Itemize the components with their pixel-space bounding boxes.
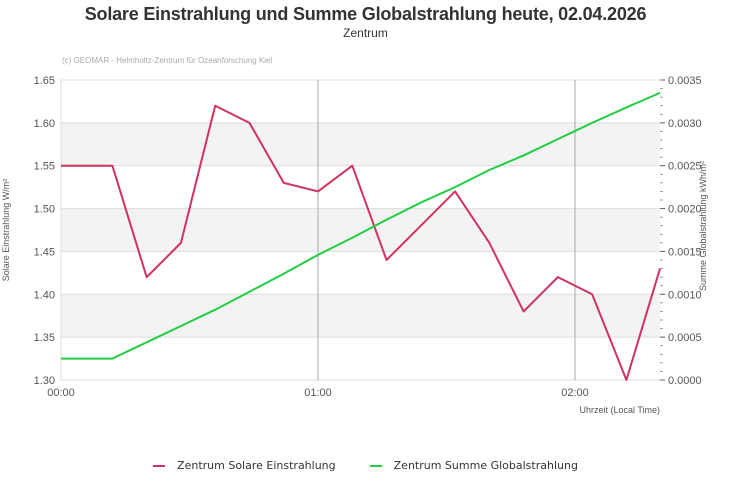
y-right-tick-label: 0.0010 [668, 289, 702, 301]
y-tick-label: 1.60 [34, 118, 55, 130]
y-right-tick-label: 0.0035 [668, 75, 702, 87]
y-tick-label: 1.40 [34, 289, 55, 301]
legend-swatch-global [369, 464, 382, 467]
legend-swatch-solare [153, 464, 166, 467]
y-right-tick-label: 0.0015 [668, 246, 702, 258]
y-axis-title: Solare Einstrahlung W/m² [1, 179, 11, 282]
grid-band [61, 208, 660, 252]
line-chart: 1.30 1.35 1.40 1.45 1.50 1.55 1.60 1.65 00:00 01:… [1, 75, 708, 415]
y-right-axis-title: Summe Globalstrahlung kWh/m² [698, 161, 708, 291]
grid-band [61, 294, 660, 338]
x-axis-title: Uhrzeit (Local Time) [579, 405, 660, 415]
legend-item-global[interactable]: Zentrum Summe Globalstrahlung [369, 459, 578, 472]
chart-subtitle: Zentrum [343, 26, 388, 40]
series-global-line [61, 91, 661, 360]
x-tick-label: 02:00 [561, 387, 589, 399]
y-tick-label: 1.30 [34, 375, 55, 387]
x-tick-label: 00:00 [47, 387, 75, 399]
y-right-tick-label: 0.0030 [668, 118, 702, 130]
chart-title: Solare Einstrahlung und Summe Globalstra… [84, 4, 647, 24]
legend-item-solare[interactable]: Zentrum Solare Einstrahlung [153, 459, 336, 472]
legend: Zentrum Solare Einstrahlung Zentrum Summ… [0, 459, 731, 472]
y-tick-label: 1.35 [34, 332, 55, 344]
y-tick-label: 1.50 [34, 204, 55, 216]
legend-label-solare: Zentrum Solare Einstrahlung [177, 459, 336, 472]
credit-text: (c) GEOMAR - Helmholtz-Zentrum für Ozean… [62, 56, 273, 65]
series-solare-line [61, 104, 661, 381]
x-tick-label: 01:00 [304, 387, 332, 399]
y-right-tick-label: 0.0000 [668, 375, 702, 387]
grid-band [61, 122, 660, 166]
y-tick-label: 1.65 [34, 75, 55, 87]
y-right-tick-label: 0.0025 [668, 161, 702, 173]
y-tick-label: 1.45 [34, 246, 55, 258]
y-right-tick-label: 0.0020 [668, 204, 702, 216]
legend-label-global: Zentrum Summe Globalstrahlung [393, 459, 578, 472]
y-right-tick-label: 0.0005 [668, 332, 702, 344]
y-tick-label: 1.55 [34, 161, 55, 173]
